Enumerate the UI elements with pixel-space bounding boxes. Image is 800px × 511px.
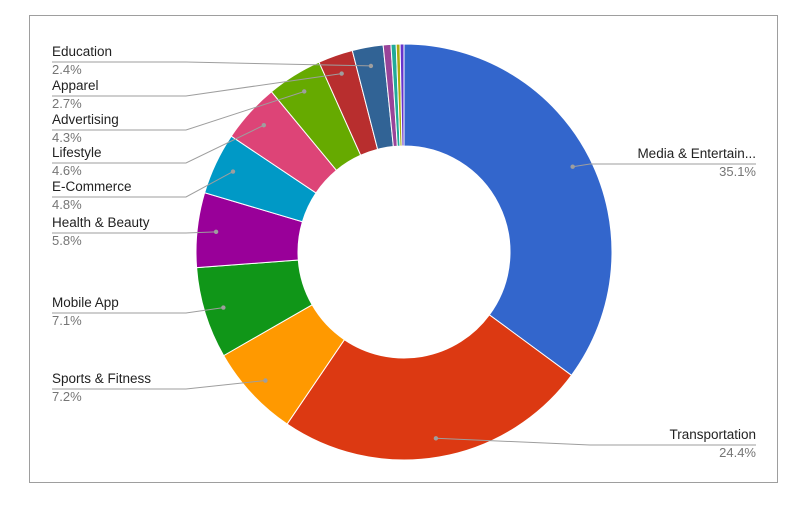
label-education: Education: [52, 44, 112, 59]
label-media-entertain: Media & Entertain...: [637, 146, 756, 161]
label-apparel: Apparel: [52, 78, 99, 93]
slice-media-entertain[interactable]: [404, 44, 612, 375]
value-label-mobile-app: 7.1%: [52, 313, 82, 328]
value-label-media-entertain: 35.1%: [719, 164, 756, 179]
value-label-education: 2.4%: [52, 62, 82, 77]
value-label-apparel: 2.7%: [52, 96, 82, 111]
label-sports-fitness: Sports & Fitness: [52, 371, 151, 386]
label-transportation: Transportation: [669, 427, 756, 442]
value-label-lifestyle: 4.6%: [52, 163, 82, 178]
value-label-transportation: 24.4%: [719, 445, 756, 460]
label-health-beauty: Health & Beauty: [52, 215, 150, 230]
value-label-e-commerce: 4.8%: [52, 197, 82, 212]
label-advertising: Advertising: [52, 112, 119, 127]
value-label-health-beauty: 5.8%: [52, 233, 82, 248]
label-lifestyle: Lifestyle: [52, 145, 102, 160]
value-label-sports-fitness: 7.2%: [52, 389, 82, 404]
label-e-commerce: E-Commerce: [52, 179, 132, 194]
value-label-advertising: 4.3%: [52, 130, 82, 145]
label-mobile-app: Mobile App: [52, 295, 119, 310]
